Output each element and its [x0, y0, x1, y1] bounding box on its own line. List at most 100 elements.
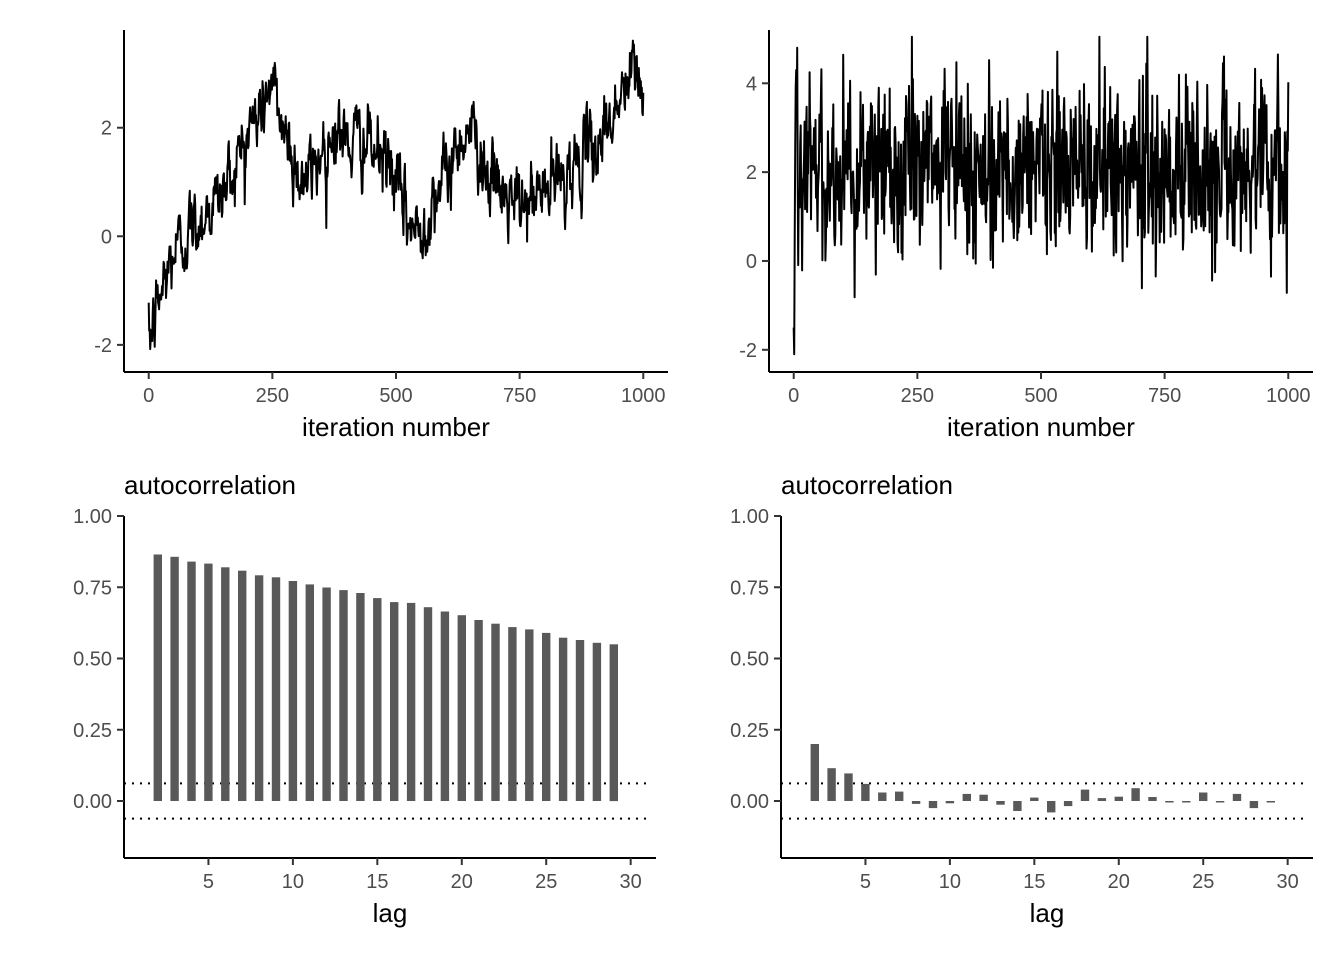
acf-1-bar [390, 602, 399, 801]
acf-2-bar [1131, 788, 1140, 801]
acf-2-bar [1148, 797, 1157, 801]
acf-1-bar [542, 632, 551, 801]
acf-2-bar [1080, 789, 1090, 801]
acf-2-y-tick-label: 0.25 [730, 720, 769, 742]
acf-2-bar [928, 801, 938, 809]
acf-2-bar [1232, 793, 1242, 801]
acf-1-x-tick-label: 5 [203, 871, 214, 893]
trace-2-y-tick-label: 0 [746, 251, 757, 273]
trace-1-x-axis-title: iteration number [302, 412, 490, 442]
acf-2-x-tick-label: 5 [860, 871, 871, 893]
acf-2-x-tick-label: 10 [939, 871, 961, 893]
acf-1-bar [339, 590, 348, 801]
acf-2-bar [1030, 797, 1039, 801]
acf-1-title: autocorrelation [124, 470, 296, 500]
trace-2-series-line [792, 35, 1290, 356]
acf-2-bar [1063, 801, 1073, 807]
acf-2-bar [1114, 796, 1123, 801]
acf-1-bar [221, 567, 230, 801]
acf-1-x-tick-label: 30 [620, 871, 642, 893]
acf-2-bar [844, 773, 853, 801]
acf-2-bar [1013, 801, 1022, 811]
acf-2-bar [1182, 801, 1191, 803]
acf-2-bar [1165, 801, 1174, 803]
acf-1-x-tick-label: 20 [451, 871, 473, 893]
acf-1-bar [153, 554, 162, 801]
acf-2-bar [827, 768, 836, 801]
trace-panel-left: -2 0 2 0 250 500 750 1000 iteration number [94, 30, 668, 442]
acf-2-bar [1097, 798, 1107, 801]
acf-2-y-tick-label: 0.50 [730, 649, 769, 671]
acf-2-y-tick-label: 0.75 [730, 577, 769, 599]
trace-2-x-tick-label: 0 [788, 385, 799, 407]
acf-2-bar [810, 744, 819, 801]
acf-1-bar [491, 623, 500, 801]
trace-2-x-tick-label: 250 [901, 385, 934, 407]
acf-1-bar [305, 584, 314, 801]
trace-1-y-tick-label: 0 [101, 226, 112, 248]
acf-1-bar [508, 627, 517, 801]
acf-1-bar [592, 642, 602, 801]
acf-2-bar [1266, 801, 1275, 803]
acf-1-bar [170, 556, 179, 801]
trace-2-x-tick-label: 750 [1148, 385, 1181, 407]
acf-1-y-tick-label: 1.00 [73, 506, 112, 528]
acf-1-bar [423, 607, 433, 801]
acf-1-bar [187, 561, 196, 801]
acf-2-bar [1215, 801, 1225, 803]
trace-2-y-tick-label: 4 [746, 73, 757, 95]
acf-2-bar [1249, 801, 1259, 809]
trace-1-y-tick-label: -2 [94, 335, 112, 357]
acf-2-bar [1199, 792, 1208, 801]
trace-1-x-tick-label: 0 [143, 385, 154, 407]
acf-1-bar [356, 593, 365, 801]
trace-2-x-tick-label: 500 [1024, 385, 1057, 407]
trace-1-x-tick-label: 750 [503, 385, 536, 407]
acf-1-x-tick-label: 10 [282, 871, 304, 893]
acf-2-x-tick-label: 25 [1192, 871, 1214, 893]
acf-1-bar [525, 629, 534, 801]
acf-1-bar [373, 598, 382, 801]
trace-2-x-tick-label: 1000 [1266, 385, 1311, 407]
acf-1-x-axis-title: lag [373, 898, 408, 928]
trace-2-y-tick-label: -2 [739, 340, 757, 362]
acf-1-bar [288, 581, 298, 801]
acf-2-bar [962, 793, 971, 801]
acf-1-bar [406, 602, 416, 801]
acf-panel-left: 0.00 0.25 0.50 0.75 1.00 5 10 15 20 25 30 lag autoco… [73, 470, 656, 928]
acf-1-y-tick-label: 0.25 [73, 720, 112, 742]
trace-1-y-tick-label: 2 [101, 118, 112, 140]
acf-1-y-tick-label: 0.00 [73, 791, 112, 813]
acf-1-y-tick-label: 0.50 [73, 649, 112, 671]
acf-2-bar [979, 794, 988, 801]
acf-2-bar [895, 791, 904, 801]
acf-panel-right: 0.00 0.25 0.50 0.75 1.00 5 10 15 20 25 30 lag autoco… [730, 470, 1313, 928]
acf-1-bar [575, 640, 585, 801]
acf-1-bar [322, 587, 331, 801]
acf-1-bar [238, 570, 247, 801]
trace-1-x-tick-label: 500 [379, 385, 412, 407]
acf-2-y-tick-label: 1.00 [730, 506, 769, 528]
acf-1-y-tick-label: 0.75 [73, 577, 112, 599]
acf-2-bar [1047, 801, 1056, 813]
trace-2-x-axis-title: iteration number [947, 412, 1135, 442]
acf-2-bar [911, 801, 921, 804]
trace-1-x-tick-label: 250 [256, 385, 289, 407]
trace-1-x-tick-label: 1000 [621, 385, 666, 407]
acf-2-title: autocorrelation [781, 470, 953, 500]
acf-1-bar [254, 575, 264, 801]
acf-1-bar [457, 615, 466, 801]
acf-1-x-tick-label: 25 [535, 871, 557, 893]
acf-2-bar [945, 801, 955, 804]
acf-1-bar [609, 644, 618, 802]
trace-1-series-line [147, 39, 645, 351]
acf-1-bar [474, 620, 483, 801]
acf-2-y-tick-label: 0.00 [730, 791, 769, 813]
acf-1-bar [271, 577, 281, 801]
acf-1-bar [204, 563, 213, 801]
acf-2-bar [861, 783, 870, 801]
acf-2-bar [996, 801, 1005, 805]
acf-1-bar [440, 611, 450, 801]
acf-2-x-tick-label: 30 [1277, 871, 1299, 893]
